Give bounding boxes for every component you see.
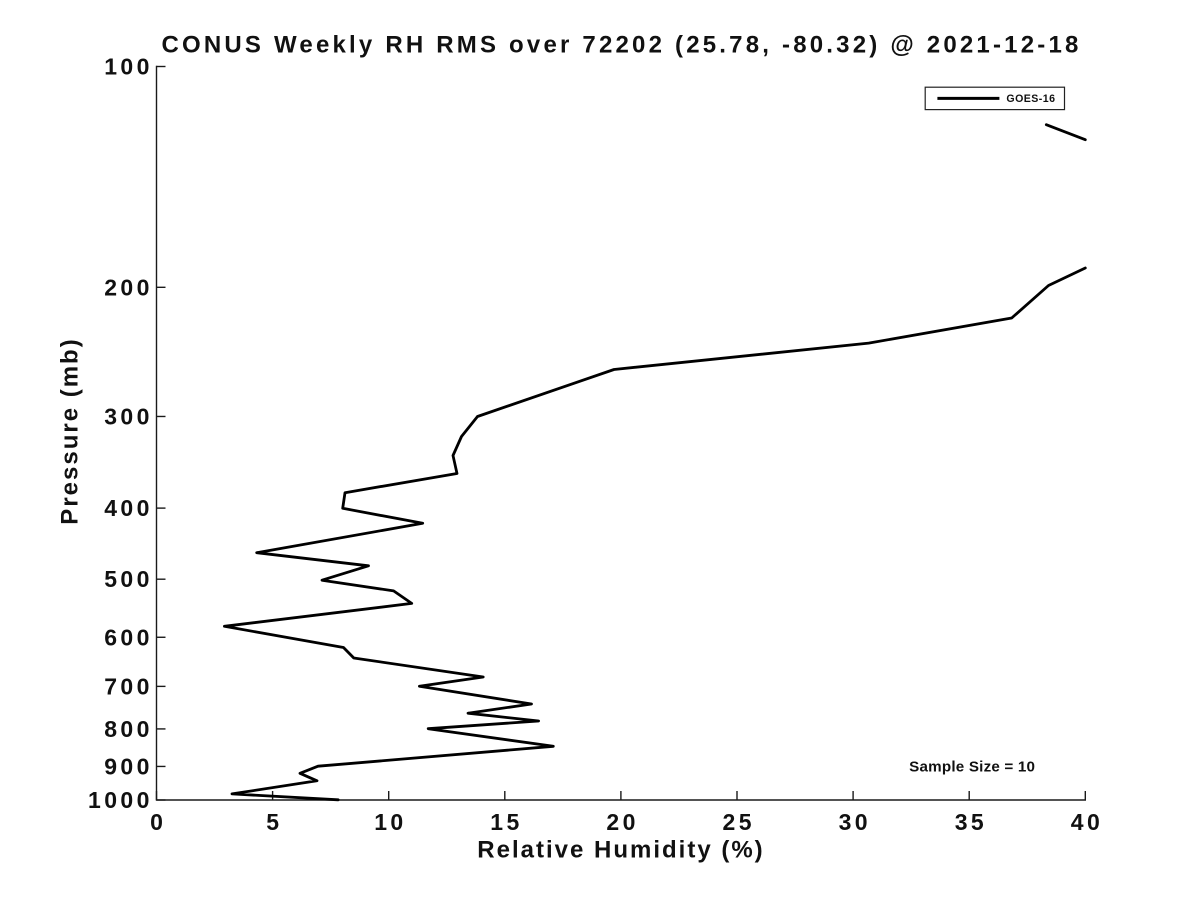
svg-text:Sample Size = 10: Sample Size = 10: [909, 758, 1035, 775]
svg-text:300: 300: [104, 404, 153, 430]
svg-text:10: 10: [374, 809, 406, 835]
svg-text:35: 35: [955, 809, 987, 835]
svg-text:Relative Humidity (%): Relative Humidity (%): [477, 837, 764, 864]
svg-text:100: 100: [104, 54, 153, 80]
svg-text:Pressure (mb): Pressure (mb): [57, 337, 84, 524]
svg-text:600: 600: [104, 624, 153, 650]
svg-text:200: 200: [104, 274, 153, 300]
svg-text:30: 30: [839, 809, 871, 835]
svg-text:GOES-16: GOES-16: [1006, 93, 1055, 105]
svg-text:25: 25: [723, 809, 755, 835]
svg-text:CONUS Weekly RH RMS over 72202: CONUS Weekly RH RMS over 72202 (25.78, -…: [161, 32, 1081, 59]
svg-text:1000: 1000: [88, 787, 153, 813]
svg-text:0: 0: [150, 809, 166, 835]
svg-text:700: 700: [104, 673, 153, 699]
svg-text:5: 5: [266, 809, 282, 835]
svg-text:800: 800: [104, 716, 153, 742]
svg-text:15: 15: [490, 809, 522, 835]
svg-text:500: 500: [104, 566, 153, 592]
svg-text:900: 900: [104, 753, 153, 779]
svg-text:40: 40: [1071, 809, 1103, 835]
svg-text:400: 400: [104, 495, 153, 521]
svg-text:20: 20: [606, 809, 638, 835]
